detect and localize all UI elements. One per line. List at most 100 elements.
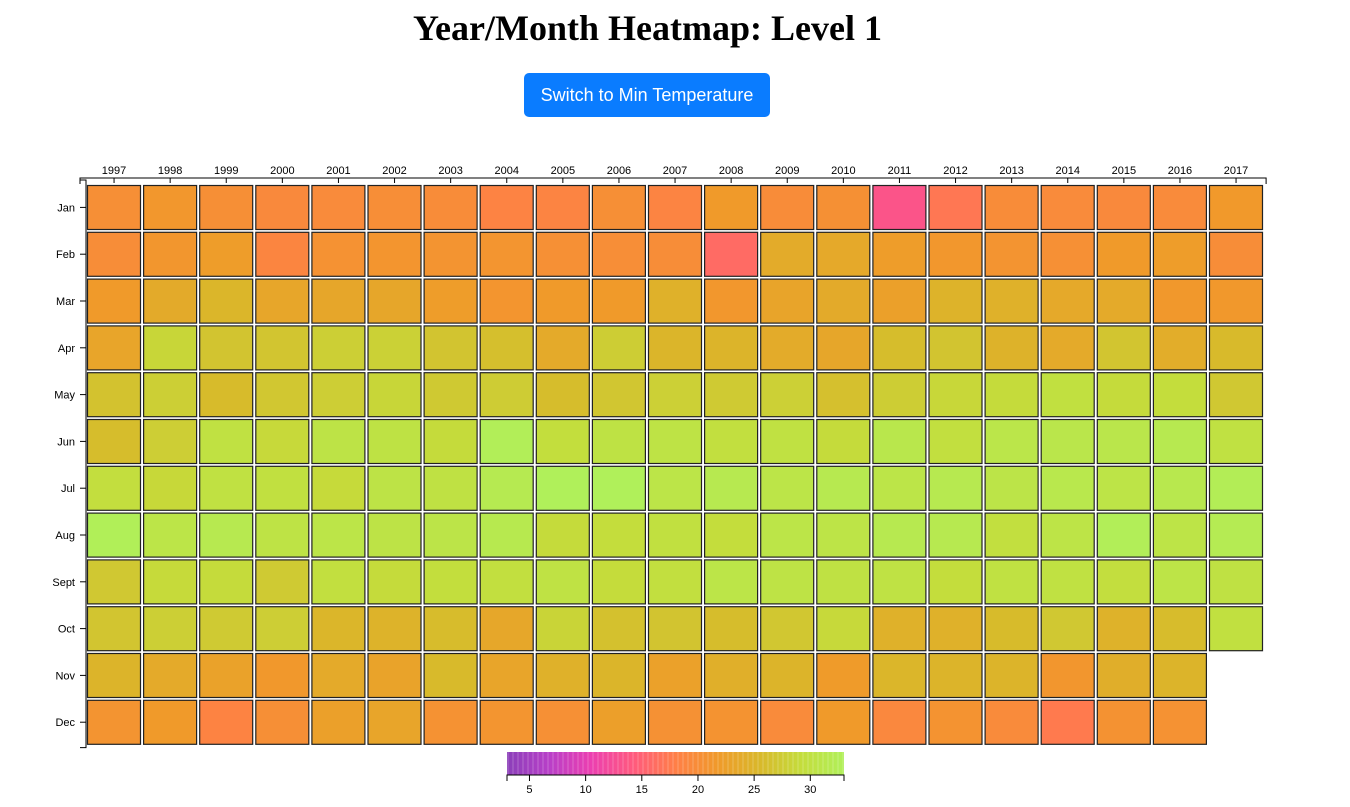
heatmap-cell[interactable] <box>872 325 927 371</box>
heatmap-cell[interactable] <box>479 606 534 652</box>
heatmap-cell[interactable] <box>143 325 198 371</box>
heatmap-cell[interactable] <box>816 699 871 745</box>
heatmap-cell[interactable] <box>1096 418 1151 465</box>
heatmap-cell[interactable] <box>1040 231 1095 277</box>
heatmap-cell[interactable] <box>647 418 703 465</box>
heatmap-cell[interactable] <box>760 278 815 324</box>
heatmap-cell[interactable] <box>984 278 1039 324</box>
heatmap-cell[interactable] <box>1208 559 1264 605</box>
heatmap-cell[interactable] <box>816 418 871 465</box>
heatmap-cell[interactable] <box>928 559 983 605</box>
heatmap-cell[interactable] <box>928 606 983 652</box>
heatmap-cell[interactable] <box>86 699 142 745</box>
heatmap-cell[interactable] <box>591 418 647 465</box>
heatmap-cell[interactable] <box>535 278 590 324</box>
heatmap-cell[interactable] <box>423 372 478 418</box>
heatmap-cell[interactable] <box>143 278 198 324</box>
heatmap-cell[interactable] <box>1040 699 1095 745</box>
heatmap-cell[interactable] <box>199 699 254 745</box>
heatmap-cell[interactable] <box>311 652 366 699</box>
heatmap-cell[interactable] <box>255 699 310 745</box>
heatmap-cell[interactable] <box>86 559 142 605</box>
heatmap-cell[interactable] <box>535 606 590 652</box>
heatmap-cell[interactable] <box>535 652 590 699</box>
heatmap-cell[interactable] <box>311 184 366 231</box>
heatmap-cell[interactable] <box>86 278 142 324</box>
heatmap-cell[interactable] <box>1152 559 1208 605</box>
heatmap-cell[interactable] <box>591 559 647 605</box>
heatmap-cell[interactable] <box>423 699 478 745</box>
heatmap-cell[interactable] <box>1152 465 1208 511</box>
heatmap-cell[interactable] <box>1096 325 1151 371</box>
heatmap-cell[interactable] <box>143 559 198 605</box>
heatmap-cell[interactable] <box>1208 278 1264 324</box>
heatmap-cell[interactable] <box>760 465 815 511</box>
heatmap-cell[interactable] <box>760 606 815 652</box>
heatmap-cell[interactable] <box>591 465 647 511</box>
heatmap-cell[interactable] <box>311 325 366 371</box>
heatmap-cell[interactable] <box>423 465 478 511</box>
heatmap-cell[interactable] <box>1152 652 1208 699</box>
heatmap-cell[interactable] <box>1096 465 1151 511</box>
heatmap-cell[interactable] <box>86 652 142 699</box>
heatmap-cell[interactable] <box>1208 184 1264 231</box>
heatmap-cell[interactable] <box>760 699 815 745</box>
heatmap-cell[interactable] <box>928 699 983 745</box>
heatmap-cell[interactable] <box>1040 418 1095 465</box>
heatmap-cell[interactable] <box>703 372 759 418</box>
heatmap-cell[interactable] <box>86 465 142 511</box>
heatmap-cell[interactable] <box>760 652 815 699</box>
heatmap-cell[interactable] <box>816 184 871 231</box>
heatmap-cell[interactable] <box>86 231 142 277</box>
heatmap-cell[interactable] <box>984 465 1039 511</box>
heatmap-cell[interactable] <box>143 231 198 277</box>
heatmap-cell[interactable] <box>255 418 310 465</box>
heatmap-cell[interactable] <box>760 372 815 418</box>
heatmap-cell[interactable] <box>984 699 1039 745</box>
heatmap-cell[interactable] <box>1152 606 1208 652</box>
heatmap-cell[interactable] <box>816 512 871 558</box>
heatmap-cell[interactable] <box>647 559 703 605</box>
heatmap-cell[interactable] <box>872 699 927 745</box>
heatmap-cell[interactable] <box>1152 372 1208 418</box>
heatmap-cell[interactable] <box>479 652 534 699</box>
heatmap-cell[interactable] <box>1040 559 1095 605</box>
heatmap-cell[interactable] <box>1208 372 1264 418</box>
heatmap-cell[interactable] <box>199 372 254 418</box>
heatmap-cell[interactable] <box>255 652 310 699</box>
heatmap-cell[interactable] <box>535 512 590 558</box>
heatmap-cell[interactable] <box>311 231 366 277</box>
heatmap-cell[interactable] <box>535 231 590 277</box>
heatmap-cell[interactable] <box>872 512 927 558</box>
heatmap-cell[interactable] <box>1152 418 1208 465</box>
heatmap-cell[interactable] <box>647 184 703 231</box>
heatmap-cell[interactable] <box>1152 699 1208 745</box>
heatmap-cell[interactable] <box>928 231 983 277</box>
heatmap-cell[interactable] <box>199 465 254 511</box>
heatmap-cell[interactable] <box>1152 325 1208 371</box>
heatmap-cell[interactable] <box>143 512 198 558</box>
heatmap-cell[interactable] <box>86 325 142 371</box>
heatmap-cell[interactable] <box>1096 278 1151 324</box>
heatmap-cell[interactable] <box>1208 231 1264 277</box>
heatmap-cell[interactable] <box>984 559 1039 605</box>
heatmap-cell[interactable] <box>479 559 534 605</box>
heatmap-cell[interactable] <box>1096 372 1151 418</box>
heatmap-cell[interactable] <box>703 559 759 605</box>
heatmap-cell[interactable] <box>816 231 871 277</box>
heatmap-cell[interactable] <box>872 652 927 699</box>
heatmap-cell[interactable] <box>984 184 1039 231</box>
heatmap-cell[interactable] <box>928 465 983 511</box>
heatmap-cell[interactable] <box>143 184 198 231</box>
heatmap-cell[interactable] <box>928 325 983 371</box>
heatmap-cell[interactable] <box>872 231 927 277</box>
heatmap-cell[interactable] <box>760 418 815 465</box>
heatmap-cell[interactable] <box>703 278 759 324</box>
heatmap-cell[interactable] <box>367 231 422 277</box>
heatmap-cell[interactable] <box>760 231 815 277</box>
heatmap-cell[interactable] <box>535 465 590 511</box>
heatmap-cell[interactable] <box>928 652 983 699</box>
switch-temperature-button[interactable]: Switch to Min Temperature <box>524 73 770 117</box>
heatmap-cell[interactable] <box>872 465 927 511</box>
heatmap-cell[interactable] <box>423 418 478 465</box>
